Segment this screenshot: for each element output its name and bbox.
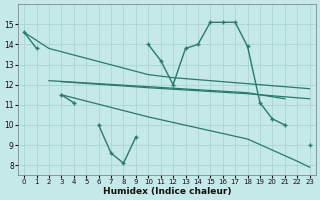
X-axis label: Humidex (Indice chaleur): Humidex (Indice chaleur) xyxy=(103,187,231,196)
